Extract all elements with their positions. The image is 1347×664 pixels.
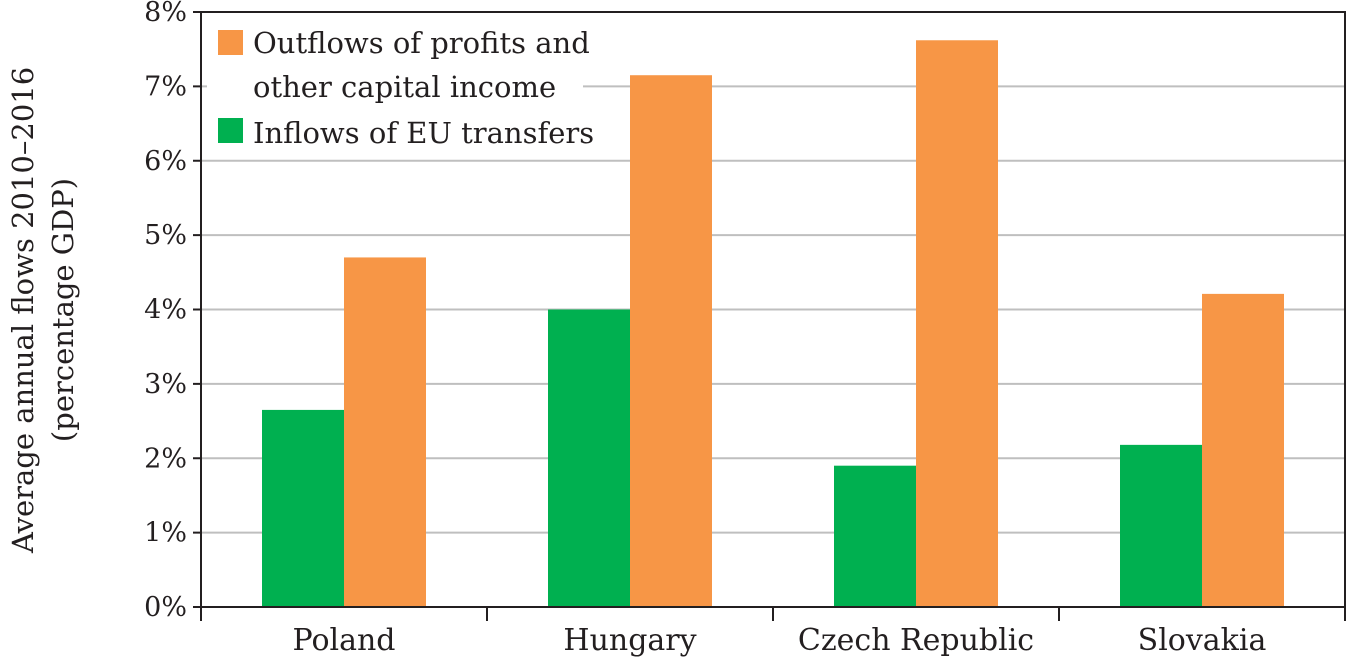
- x-category-label: Hungary: [563, 623, 696, 658]
- bar-outflows-slovakia: [1202, 293, 1284, 607]
- bar-inflows-slovakia: [1120, 444, 1202, 607]
- legend: Outflows of profits and other capital in…: [207, 14, 594, 157]
- x-category-labels: Poland Hungary Czech Republic Slovakia: [292, 623, 1266, 658]
- y-tick-labels: 0% 1% 2% 3% 4% 5% 6% 7% 8%: [144, 0, 187, 623]
- legend-background: [207, 14, 583, 157]
- bars: [262, 40, 1284, 607]
- y-tick-label: 3%: [144, 369, 187, 400]
- legend-label-outflows-line-1: Outflows of profits and: [253, 26, 590, 60]
- y-axis-title-line-1: Average annual flows 2010–2016: [6, 67, 40, 554]
- y-tick-label: 2%: [144, 443, 187, 474]
- legend-swatch-inflows: [218, 118, 243, 143]
- x-category-label: Slovakia: [1138, 623, 1267, 658]
- y-tick-label: 8%: [144, 0, 187, 28]
- legend-label-inflows: Inflows of EU transfers: [253, 116, 594, 150]
- y-tick-label: 6%: [144, 146, 187, 177]
- y-tick-label: 5%: [144, 220, 187, 251]
- bar-outflows-czech-republic: [916, 40, 998, 607]
- legend-swatch-outflows: [218, 30, 243, 55]
- y-tick-label: 0%: [144, 592, 187, 623]
- bar-inflows-hungary: [548, 309, 630, 607]
- y-tick-label: 7%: [144, 71, 187, 102]
- x-category-label: Poland: [292, 623, 395, 658]
- plot-frame: [200, 11, 1346, 608]
- bar-inflows-czech-republic: [834, 465, 916, 607]
- bar-inflows-poland: [262, 409, 344, 607]
- x-category-label: Czech Republic: [798, 623, 1034, 658]
- y-tick-label: 4%: [144, 295, 187, 326]
- legend-label-outflows-line-2: other capital income: [253, 70, 556, 104]
- axes: [193, 11, 1346, 621]
- bar-outflows-poland: [344, 257, 426, 607]
- y-axis-title-line-2: (percentage GDP): [46, 178, 80, 442]
- bar-outflows-hungary: [630, 75, 712, 607]
- y-tick-label: 1%: [144, 518, 187, 549]
